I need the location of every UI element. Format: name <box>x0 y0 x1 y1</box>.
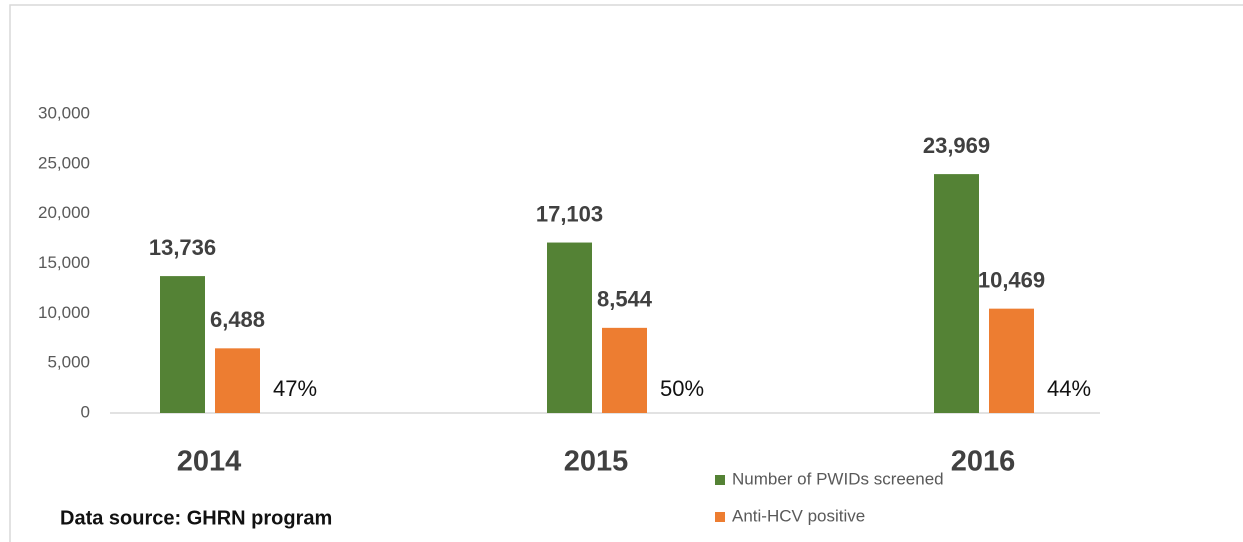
legend-label: Number of PWIDs screened <box>732 469 944 488</box>
y-tick-label: 5,000 <box>47 353 90 372</box>
bar <box>989 308 1034 413</box>
y-tick-label: 30,000 <box>38 103 90 122</box>
value-label: 8,544 <box>597 287 653 312</box>
percent-label: 50% <box>660 376 704 401</box>
value-label: 13,736 <box>149 235 216 260</box>
percent-label: 47% <box>273 376 317 401</box>
value-label: 17,103 <box>536 201 603 226</box>
y-tick-label: 0 <box>81 402 90 421</box>
bar <box>160 276 205 413</box>
footnote: Data source: GHRN program <box>60 507 332 529</box>
value-label: 6,488 <box>210 307 265 332</box>
bar <box>602 327 647 413</box>
x-tick-label: 2016 <box>951 446 1016 478</box>
y-tick-label: 20,000 <box>38 203 90 222</box>
y-tick-label: 10,000 <box>38 303 90 322</box>
bar <box>547 242 592 413</box>
y-tick-label: 25,000 <box>38 153 90 172</box>
value-label: 23,969 <box>923 133 990 158</box>
x-tick-label: 2014 <box>177 446 242 478</box>
value-label: 10,469 <box>978 267 1045 292</box>
percent-label: 44% <box>1047 376 1091 401</box>
bar <box>934 174 979 413</box>
bar <box>215 348 260 413</box>
chart-frame <box>9 4 1243 542</box>
y-tick-label: 15,000 <box>38 253 90 272</box>
legend-swatch <box>715 475 725 485</box>
legend-label: Anti-HCV positive <box>732 506 865 525</box>
legend-swatch <box>715 512 725 522</box>
x-tick-label: 2015 <box>564 446 629 478</box>
